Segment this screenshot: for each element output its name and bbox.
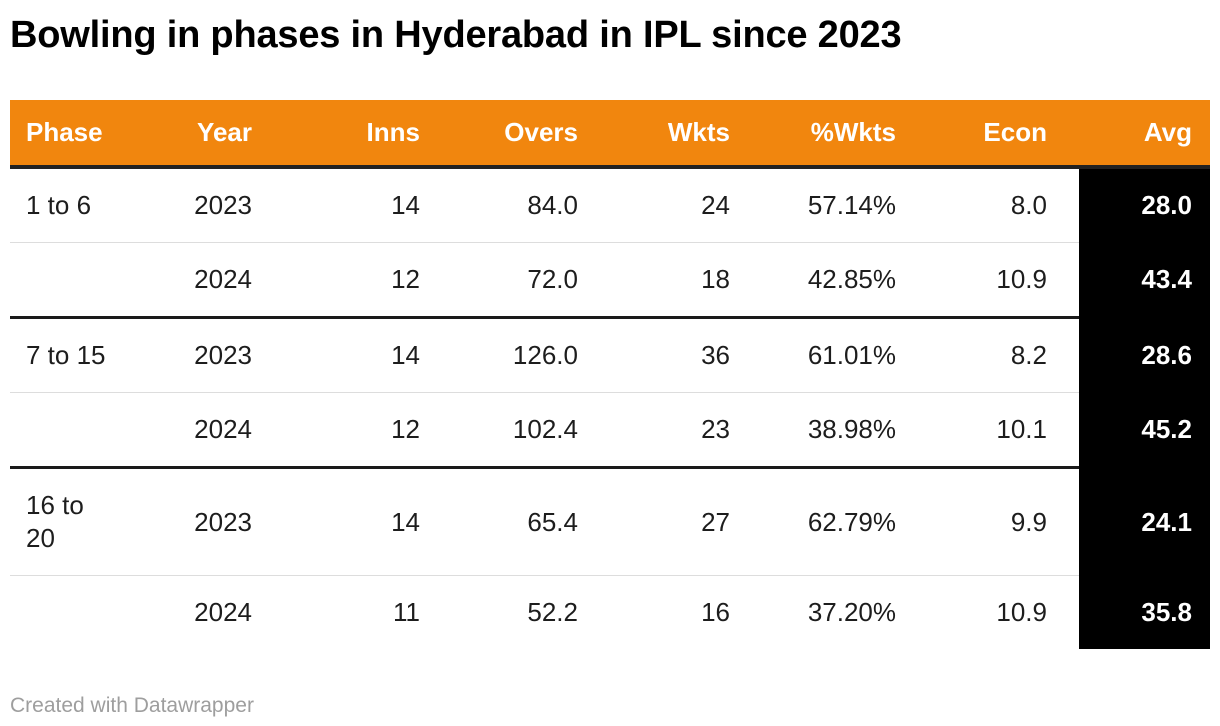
cell-econ: 10.9 [910, 242, 1079, 318]
cell-avg: 28.0 [1079, 167, 1210, 243]
table-header: Phase Year Inns Overs Wkts %Wkts Econ Av… [10, 100, 1210, 169]
chart-title: Bowling in phases in Hyderabad in IPL si… [10, 14, 902, 56]
cell-year: 2023 [115, 167, 266, 243]
cell-overs: 84.0 [434, 167, 592, 243]
cell-econ: 8.2 [910, 316, 1079, 393]
column-header-overs: Overs [434, 100, 592, 169]
cell-phase [10, 392, 115, 468]
cell-inns: 14 [266, 466, 434, 576]
table-row: 1 to 6 2023 14 84.0 24 57.14% 8.0 28.0 [10, 167, 1210, 243]
cell-avg: 35.8 [1079, 575, 1210, 649]
cell-year: 2023 [115, 316, 266, 393]
cell-wkts: 18 [592, 242, 744, 318]
cell-inns: 14 [266, 316, 434, 393]
table-row: 16 to 20 2023 14 65.4 27 62.79% 9.9 24.1 [10, 466, 1210, 576]
cell-avg: 24.1 [1079, 466, 1210, 576]
cell-avg: 45.2 [1079, 392, 1210, 468]
cell-avg: 28.6 [1079, 316, 1210, 393]
cell-pct-wkts: 37.20% [744, 575, 910, 649]
cell-phase: 16 to 20 [10, 466, 115, 576]
column-header-wkts: Wkts [592, 100, 744, 169]
cell-inns: 14 [266, 167, 434, 243]
cell-wkts: 23 [592, 392, 744, 468]
column-header-avg: Avg [1079, 100, 1210, 169]
cell-phase [10, 575, 115, 649]
cell-overs: 52.2 [434, 575, 592, 649]
cell-year: 2023 [115, 466, 266, 576]
cell-pct-wkts: 42.85% [744, 242, 910, 318]
cell-year: 2024 [115, 392, 266, 468]
column-header-pct-wkts: %Wkts [744, 100, 910, 169]
cell-pct-wkts: 38.98% [744, 392, 910, 468]
datawrapper-attribution: Created with Datawrapper [10, 694, 254, 717]
cell-wkts: 16 [592, 575, 744, 649]
cell-year: 2024 [115, 575, 266, 649]
cell-phase [10, 242, 115, 318]
cell-wkts: 36 [592, 316, 744, 393]
column-header-inns: Inns [266, 100, 434, 169]
cell-overs: 126.0 [434, 316, 592, 393]
bowling-phases-table: Phase Year Inns Overs Wkts %Wkts Econ Av… [10, 100, 1210, 649]
column-header-econ: Econ [910, 100, 1079, 169]
cell-inns: 11 [266, 575, 434, 649]
column-header-phase: Phase [10, 100, 115, 169]
header-row: Phase Year Inns Overs Wkts %Wkts Econ Av… [10, 100, 1210, 169]
column-header-year: Year [115, 100, 266, 169]
table-row: 2024 12 102.4 23 38.98% 10.1 45.2 [10, 392, 1210, 468]
cell-econ: 8.0 [910, 167, 1079, 243]
cell-phase: 7 to 15 [10, 316, 115, 393]
table-row: 2024 11 52.2 16 37.20% 10.9 35.8 [10, 575, 1210, 649]
cell-year: 2024 [115, 242, 266, 318]
table-body: 1 to 6 2023 14 84.0 24 57.14% 8.0 28.0 2… [10, 167, 1210, 649]
cell-econ: 10.1 [910, 392, 1079, 468]
cell-wkts: 27 [592, 466, 744, 576]
cell-pct-wkts: 62.79% [744, 466, 910, 576]
cell-overs: 102.4 [434, 392, 592, 468]
cell-avg: 43.4 [1079, 242, 1210, 318]
cell-econ: 9.9 [910, 466, 1079, 576]
cell-overs: 65.4 [434, 466, 592, 576]
cell-inns: 12 [266, 392, 434, 468]
table-row: 2024 12 72.0 18 42.85% 10.9 43.4 [10, 242, 1210, 318]
cell-inns: 12 [266, 242, 434, 318]
cell-overs: 72.0 [434, 242, 592, 318]
cell-pct-wkts: 57.14% [744, 167, 910, 243]
cell-econ: 10.9 [910, 575, 1079, 649]
cell-wkts: 24 [592, 167, 744, 243]
table-row: 7 to 15 2023 14 126.0 36 61.01% 8.2 28.6 [10, 316, 1210, 393]
cell-phase: 1 to 6 [10, 167, 115, 243]
cell-pct-wkts: 61.01% [744, 316, 910, 393]
